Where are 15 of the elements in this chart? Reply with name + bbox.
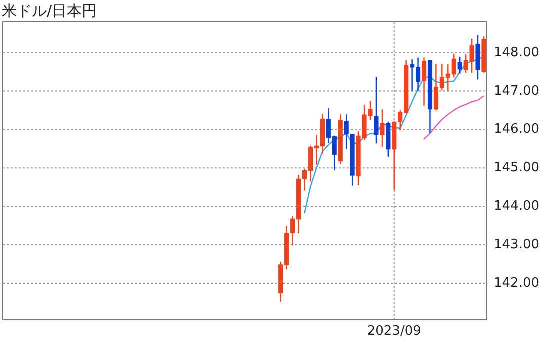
candlestick — [422, 57, 427, 107]
candlestick — [374, 76, 379, 144]
y-tick-label: 146.00 — [494, 122, 540, 138]
y-tick-label: 145.00 — [494, 160, 540, 176]
y-tick-label: 144.00 — [494, 199, 540, 214]
chart-title: 米ドル/日本円 — [2, 2, 98, 20]
y-tick-label: 147.00 — [494, 84, 540, 99]
candlestick — [380, 109, 385, 148]
y-tick-label: 142.00 — [494, 276, 540, 292]
y-tick-label: 143.00 — [494, 238, 540, 253]
y-tick-label: 148.00 — [494, 45, 540, 60]
line-series — [424, 96, 485, 140]
candlestick — [458, 56, 462, 75]
x-tick-label: 2023/09 — [367, 324, 422, 339]
candlestick — [344, 114, 349, 150]
